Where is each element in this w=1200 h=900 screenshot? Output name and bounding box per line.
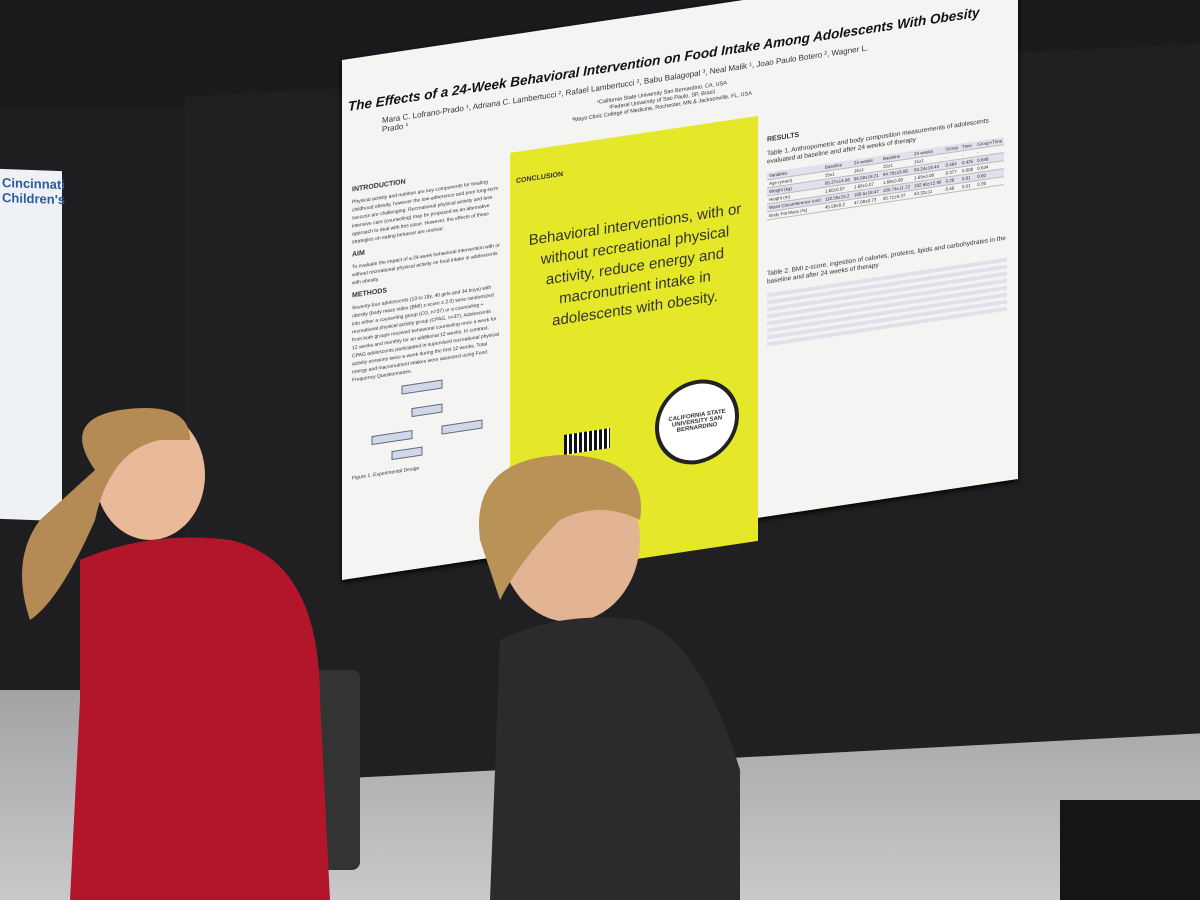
poster: The Effects of a 24-Week Behavioral Inte… <box>342 0 1018 580</box>
diagram <box>371 379 483 461</box>
left-column: INTRODUCTION Physical activity and nutri… <box>352 164 502 482</box>
